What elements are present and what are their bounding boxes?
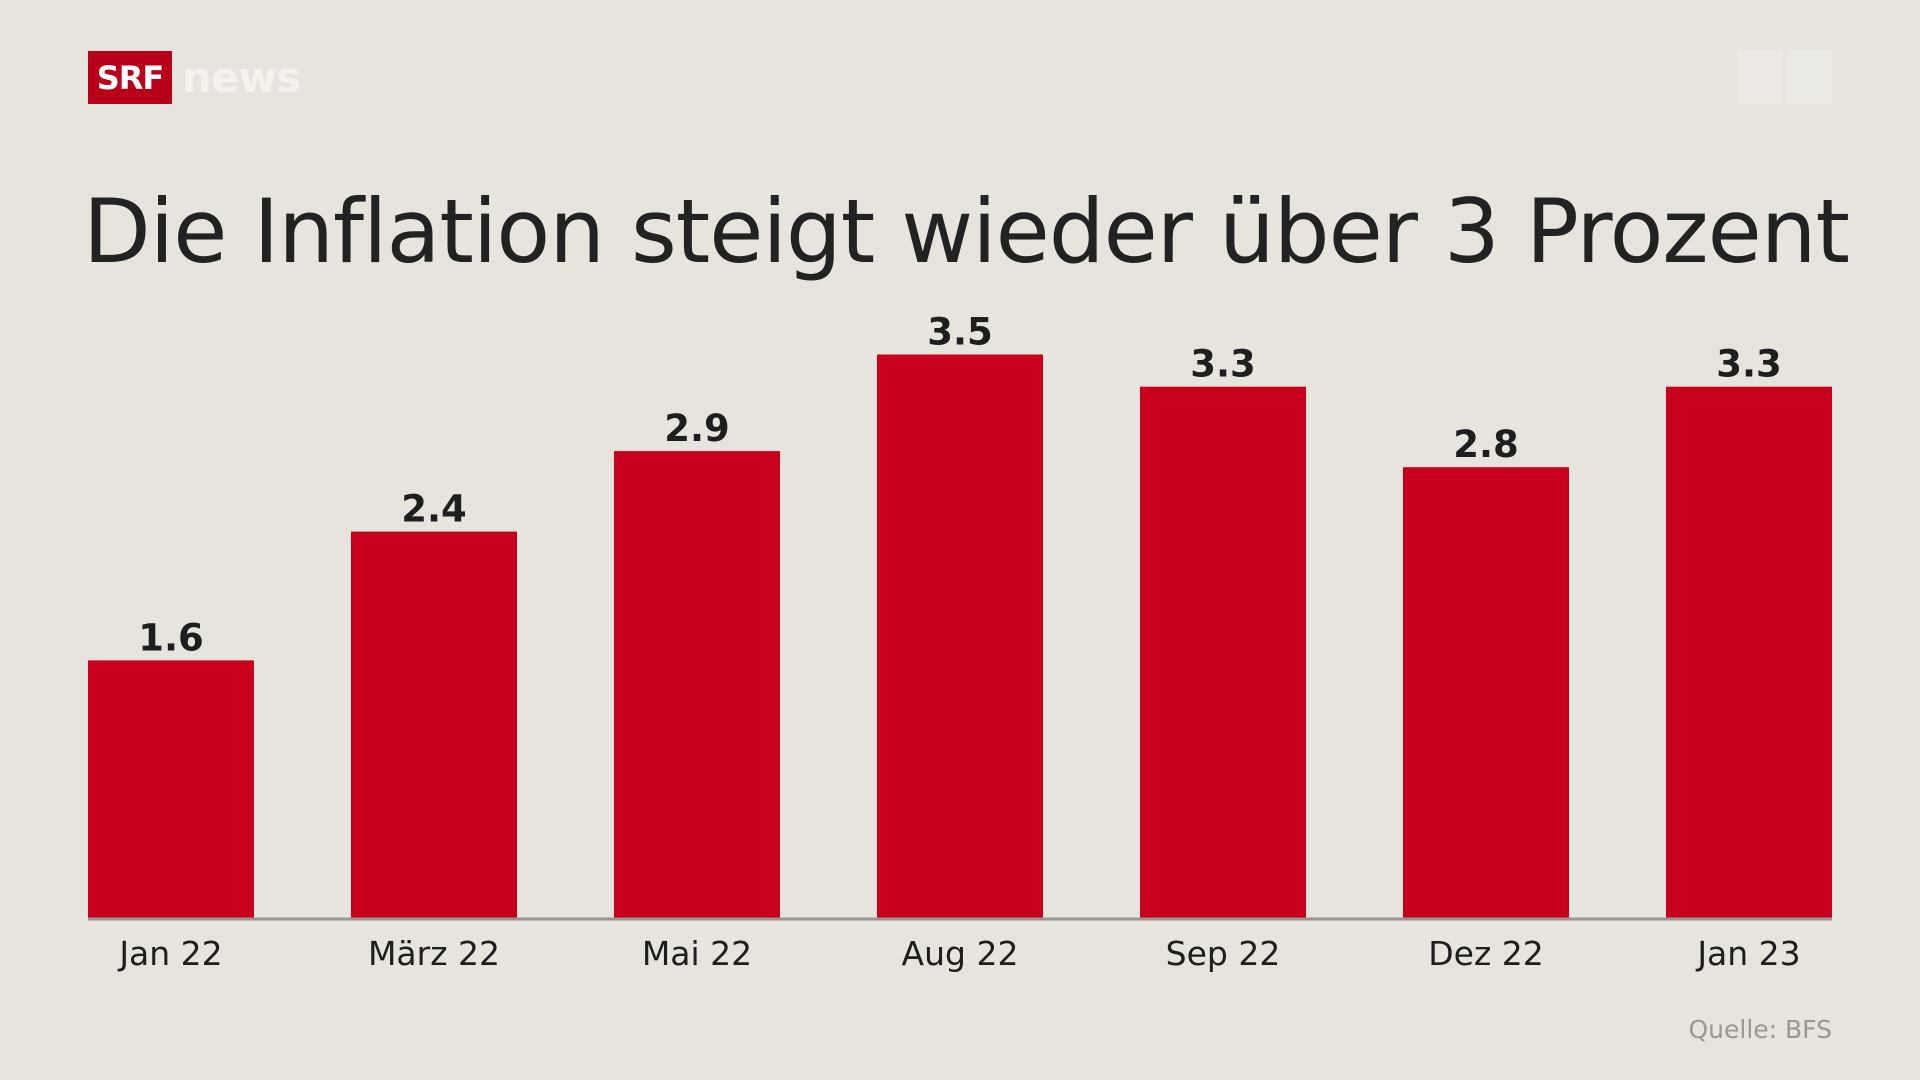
value-label: 2.9: [664, 407, 730, 450]
bar: [1403, 467, 1569, 918]
value-label: 2.4: [401, 488, 467, 531]
bar: [877, 354, 1043, 918]
x-tick-label: Mai 22: [642, 934, 752, 973]
chart-title: Die Inflation steigt wieder über 3 Proze…: [83, 180, 1850, 283]
srf-news-logo: SRF news: [88, 51, 301, 104]
x-tick-label: Dez 22: [1428, 934, 1544, 973]
x-tick-label: Sep 22: [1166, 934, 1281, 973]
bar: [1666, 386, 1832, 918]
srf-logo-box: SRF: [88, 51, 172, 104]
value-label: 3.5: [927, 311, 993, 354]
x-tick-label: März 22: [368, 934, 500, 973]
bar: [88, 660, 254, 918]
bar: [351, 531, 517, 918]
bar: [1140, 386, 1306, 918]
source-note: Quelle: BFS: [1688, 1015, 1832, 1044]
x-tick-label: Jan 23: [1695, 934, 1800, 973]
x-tick-label: Aug 22: [902, 934, 1019, 973]
bar: [614, 451, 780, 918]
value-label: 1.6: [138, 616, 204, 659]
news-logo-text: news: [182, 53, 301, 102]
value-label: 3.3: [1716, 343, 1782, 386]
value-label: 2.8: [1453, 423, 1519, 466]
x-tick-label: Jan 22: [117, 934, 222, 973]
value-label: 3.3: [1190, 343, 1256, 386]
channel-watermark: [1737, 50, 1832, 104]
